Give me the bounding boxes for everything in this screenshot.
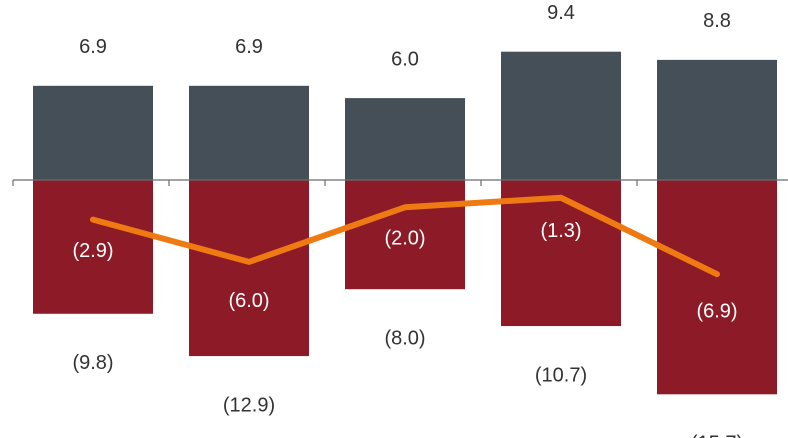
line-value-label: (6.9) xyxy=(696,300,737,322)
x-axis xyxy=(12,179,788,186)
negative-value-label: (10.7) xyxy=(535,364,587,386)
positive-bars xyxy=(33,51,777,180)
negative-bars xyxy=(33,180,777,395)
negative-value-label: (15.7) xyxy=(691,433,743,438)
data-labels: 6.9 (9.8) 6.9 (12.9) 6.0 (8.0) 9.4 (10.7) 8.8 (15… xyxy=(72,2,743,438)
negative-value-label: (8.0) xyxy=(384,327,425,349)
positive-value-label: 9.4 xyxy=(547,2,575,24)
positive-bar xyxy=(345,98,465,180)
positive-value-label: 6.9 xyxy=(79,36,107,58)
positive-bar xyxy=(657,59,777,180)
negative-bar xyxy=(33,180,153,314)
line-value-label: (1.3) xyxy=(540,220,581,242)
negative-bar xyxy=(501,180,621,327)
negative-bar xyxy=(657,180,777,395)
negative-value-label: (9.8) xyxy=(72,352,113,374)
line-value-label: (6.0) xyxy=(228,290,269,312)
negative-bar xyxy=(345,180,465,290)
positive-value-label: 6.9 xyxy=(235,36,263,58)
positive-bar xyxy=(501,51,621,180)
net-line-path xyxy=(90,194,720,278)
positive-bar xyxy=(33,85,153,180)
positive-value-label: 6.0 xyxy=(391,48,419,70)
line-value-label: (2.9) xyxy=(72,240,113,262)
negative-bar xyxy=(189,180,309,357)
net-line xyxy=(90,194,720,278)
positive-value-label: 8.8 xyxy=(703,10,731,32)
line-value-label: (2.0) xyxy=(384,228,425,250)
positive-bar xyxy=(189,85,309,180)
negative-value-label: (12.9) xyxy=(223,394,275,416)
